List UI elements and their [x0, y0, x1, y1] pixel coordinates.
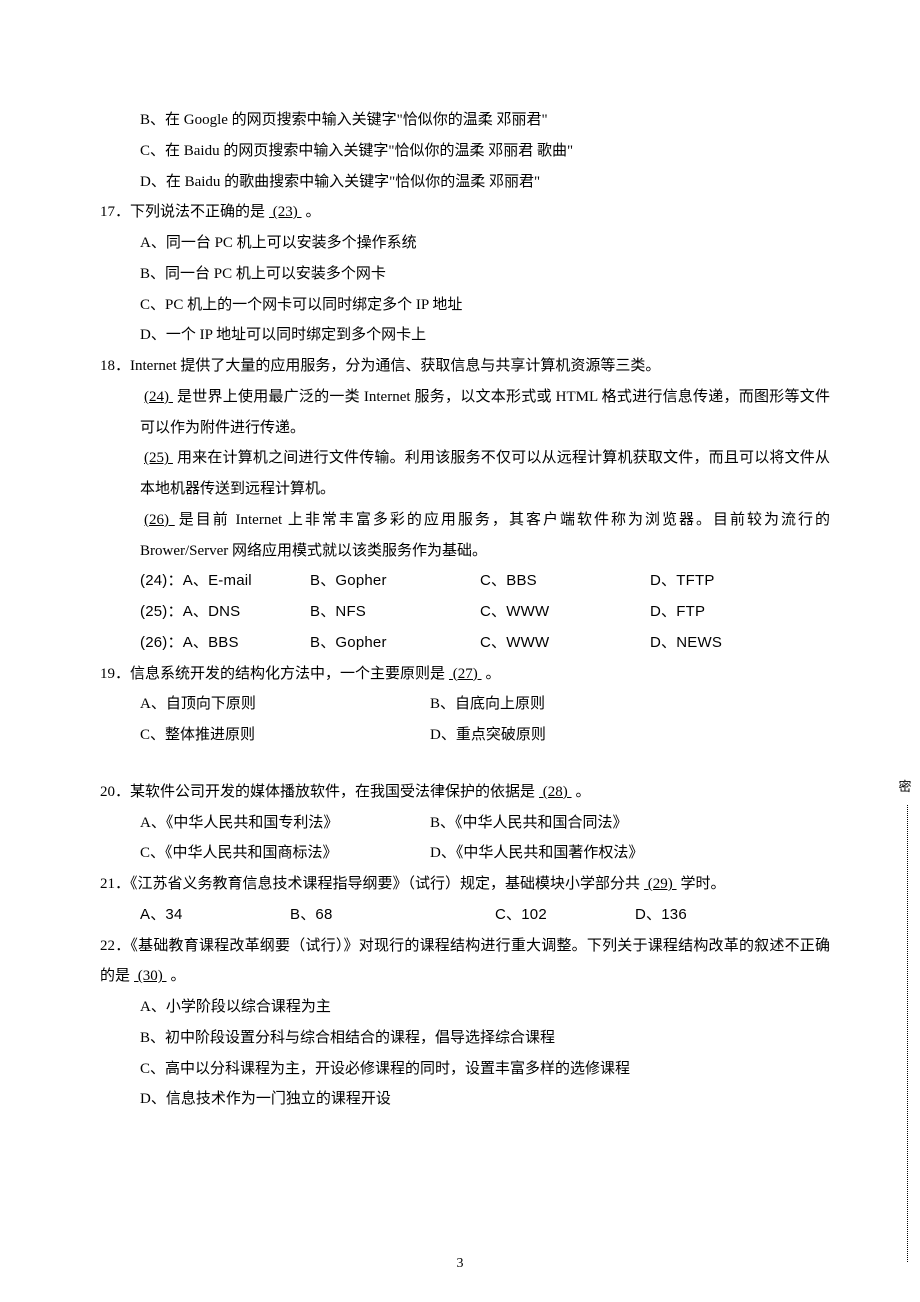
- q18-r25-b: B、NFS: [310, 597, 480, 628]
- q21-options: A、34 B、68 C、102 D、136: [100, 900, 830, 931]
- q21-option-c: C、102: [495, 900, 635, 931]
- q19-row1: A、自顶向下原则 B、自底向上原则: [100, 689, 830, 720]
- q18-r26-c: C、WWW: [480, 628, 650, 659]
- q18-text-25: 用来在计算机之间进行文件传输。利用该服务不仅可以从远程计算机获取文件，而且可以将…: [140, 450, 830, 497]
- q18-r25-a: A、DNS: [183, 603, 241, 620]
- question-21: 21．《江苏省义务教育信息技术课程指导纲要》（试行）规定，基础模块小学部分共 (…: [100, 869, 830, 900]
- q18-r24-c: C、BBS: [480, 566, 650, 597]
- q18-text-24: 是世界上使用最广泛的一类 Internet 服务，以文本形式或 HTML 格式进…: [140, 389, 830, 436]
- q19-blank: (27): [445, 666, 486, 682]
- q20-row1: A、《中华人民共和国专利法》 B、《中华人民共和国合同法》: [100, 808, 830, 839]
- q18-number: 18．: [100, 358, 130, 374]
- q22-option-d: D、信息技术作为一门独立的课程开设: [140, 1084, 830, 1115]
- q17-option-c: C、PC 机上的一个网卡可以同时绑定多个 IP 地址: [140, 290, 830, 321]
- q17-option-d: D、一个 IP 地址可以同时绑定到多个网卡上: [140, 320, 830, 351]
- q19-stem-b: 。: [486, 666, 501, 682]
- q17-stem-b: 。: [306, 204, 321, 220]
- exam-page: B、在 Google 的网页搜索中输入关键字"恰似你的温柔 邓丽君" C、在 B…: [0, 0, 920, 1155]
- q18-r24-b: B、Gopher: [310, 566, 480, 597]
- q20-option-b: B、《中华人民共和国合同法》: [430, 808, 720, 839]
- q19-row2: C、整体推进原则 D、重点突破原则: [100, 720, 830, 751]
- q20-stem-a: 某软件公司开发的媒体播放软件，在我国受法律保护的依据是: [130, 784, 535, 800]
- q21-stem-a: 《江苏省义务教育信息技术课程指导纲要》（试行）规定，基础模块小学部分共: [130, 876, 640, 892]
- q18-para-25: (25) 用来在计算机之间进行文件传输。利用该服务不仅可以从远程计算机获取文件，…: [100, 443, 830, 505]
- q17-options: A、同一台 PC 机上可以安装多个操作系统 B、同一台 PC 机上可以安装多个网…: [100, 228, 830, 351]
- q19-option-a: A、自顶向下原则: [140, 689, 430, 720]
- q22-number: 22．: [100, 938, 130, 954]
- q18-r26-label: (26)：: [140, 634, 183, 651]
- option-c: C、在 Baidu 的网页搜索中输入关键字"恰似你的温柔 邓丽君 歌曲": [140, 136, 830, 167]
- q22-stem-a: 《基础教育课程改革纲要（试行）》对现行的课程结构进行重大调整。下列关于课程结构改…: [100, 938, 830, 985]
- q21-number: 21．: [100, 876, 130, 892]
- q18-r26-b: B、Gopher: [310, 628, 480, 659]
- page-number: 3: [0, 1256, 920, 1272]
- question-22: 22．《基础教育课程改革纲要（试行）》对现行的课程结构进行重大调整。下列关于课程…: [100, 931, 830, 993]
- q18-blank-25: (25): [140, 450, 177, 466]
- binding-dotted-line: [907, 805, 908, 1262]
- q20-option-c: C、《中华人民共和国商标法》: [140, 838, 430, 869]
- q20-blank: (28): [535, 784, 576, 800]
- q21-stem-b: 学时。: [681, 876, 726, 892]
- q22-blank: (30): [130, 968, 171, 984]
- q17-blank: (23): [265, 204, 306, 220]
- question-19: 19．信息系统开发的结构化方法中，一个主要原则是 (27) 。: [100, 659, 830, 690]
- q18-blank-26: (26): [140, 512, 179, 528]
- option-b: B、在 Google 的网页搜索中输入关键字"恰似你的温柔 邓丽君": [140, 105, 830, 136]
- q19-option-b: B、自底向上原则: [430, 689, 720, 720]
- spacer: [100, 751, 830, 777]
- q18-row-26: (26)：A、BBS B、Gopher C、WWW D、NEWS: [100, 628, 830, 659]
- q18-r26-a: A、BBS: [183, 634, 239, 651]
- q21-blank: (29): [640, 876, 681, 892]
- q22-option-b: B、初中阶段设置分科与综合相结合的课程，倡导选择综合课程: [140, 1023, 830, 1054]
- q20-row2: C、《中华人民共和国商标法》 D、《中华人民共和国著作权法》: [100, 838, 830, 869]
- q20-option-a: A、《中华人民共和国专利法》: [140, 808, 430, 839]
- q20-stem-b: 。: [576, 784, 591, 800]
- prev-question-options: B、在 Google 的网页搜索中输入关键字"恰似你的温柔 邓丽君" C、在 B…: [100, 105, 830, 197]
- q21-option-d: D、136: [635, 900, 755, 931]
- q20-number: 20．: [100, 784, 130, 800]
- binding-label: 密: [898, 780, 912, 793]
- q19-option-c: C、整体推进原则: [140, 720, 430, 751]
- q21-option-b: B、68: [290, 900, 495, 931]
- q20-option-d: D、《中华人民共和国著作权法》: [430, 838, 720, 869]
- option-d: D、在 Baidu 的歌曲搜索中输入关键字"恰似你的温柔 邓丽君": [140, 167, 830, 198]
- q18-stem: Internet 提供了大量的应用服务，分为通信、获取信息与共享计算机资源等三类…: [130, 358, 660, 374]
- q18-r25-label: (25)：: [140, 603, 183, 620]
- q17-stem-a: 下列说法不正确的是: [130, 204, 265, 220]
- q22-option-a: A、小学阶段以综合课程为主: [140, 992, 830, 1023]
- q18-para-24: (24) 是世界上使用最广泛的一类 Internet 服务，以文本形式或 HTM…: [100, 382, 830, 444]
- q17-option-a: A、同一台 PC 机上可以安装多个操作系统: [140, 228, 830, 259]
- q18-para-26: (26) 是目前 Internet 上非常丰富多彩的应用服务，其客户端软件称为浏…: [100, 505, 830, 567]
- question-17: 17．下列说法不正确的是 (23) 。: [100, 197, 830, 228]
- q21-option-a: A、34: [140, 900, 290, 931]
- q19-number: 19．: [100, 666, 130, 682]
- q18-r25-d: D、FTP: [650, 597, 800, 628]
- q18-r24-a: A、E-mail: [183, 572, 252, 589]
- q18-blank-24: (24): [140, 389, 177, 405]
- q18-r26-d: D、NEWS: [650, 628, 800, 659]
- q18-row-24: (24)：A、E-mail B、Gopher C、BBS D、TFTP: [100, 566, 830, 597]
- q18-row-25: (25)：A、DNS B、NFS C、WWW D、FTP: [100, 597, 830, 628]
- q17-option-b: B、同一台 PC 机上可以安装多个网卡: [140, 259, 830, 290]
- q17-number: 17．: [100, 204, 130, 220]
- q22-stem-b: 。: [171, 968, 186, 984]
- q18-r25-c: C、WWW: [480, 597, 650, 628]
- q22-options: A、小学阶段以综合课程为主 B、初中阶段设置分科与综合相结合的课程，倡导选择综合…: [100, 992, 830, 1115]
- q19-stem-a: 信息系统开发的结构化方法中，一个主要原则是: [130, 666, 445, 682]
- question-18: 18．Internet 提供了大量的应用服务，分为通信、获取信息与共享计算机资源…: [100, 351, 830, 382]
- question-20: 20．某软件公司开发的媒体播放软件，在我国受法律保护的依据是 (28) 。: [100, 777, 830, 808]
- q22-option-c: C、高中以分科课程为主，开设必修课程的同时，设置丰富多样的选修课程: [140, 1054, 830, 1085]
- q18-text-26: 是目前 Internet 上非常丰富多彩的应用服务，其客户端软件称为浏览器。目前…: [140, 512, 830, 559]
- q18-r24-d: D、TFTP: [650, 566, 800, 597]
- q18-r24-label: (24)：: [140, 572, 183, 589]
- q19-option-d: D、重点突破原则: [430, 720, 720, 751]
